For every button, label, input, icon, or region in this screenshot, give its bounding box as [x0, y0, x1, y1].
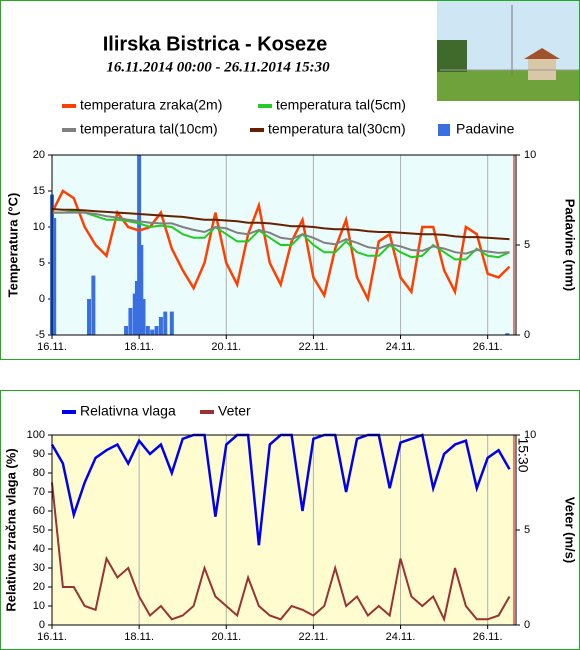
bar	[87, 299, 92, 335]
bar	[141, 299, 146, 335]
legend-label: Veter	[218, 403, 251, 419]
bar	[505, 333, 510, 335]
y-tick-label: -5	[35, 329, 45, 341]
y-tick-label: 5	[39, 257, 45, 269]
photo-house	[528, 58, 556, 80]
x-tick-label: 26.11.	[473, 631, 503, 643]
bar	[150, 329, 155, 335]
y2-tick-label: 5	[524, 524, 530, 536]
y-tick-label: 80	[33, 467, 45, 479]
legend-label: temperatura tal(5cm)	[276, 97, 406, 113]
x-tick-label: 16.11.	[37, 341, 67, 353]
y-tick-label: 0	[39, 619, 45, 631]
legend-swatch	[438, 124, 450, 136]
bar	[52, 218, 57, 335]
x-tick-label: 26.11.	[473, 341, 503, 353]
y2-tick-label: 5	[524, 239, 530, 251]
x-tick-label: 24.11.	[386, 341, 416, 353]
bar	[145, 326, 150, 335]
legend-label: temperatura tal(10cm)	[80, 121, 218, 137]
line	[50, 189, 511, 303]
y2-axis-title: Veter (m/s)	[563, 497, 578, 563]
y-tick-label: 20	[33, 149, 45, 161]
bar	[169, 311, 174, 335]
plot-border	[51, 434, 517, 626]
bar	[91, 275, 96, 335]
y-tick-label: 70	[33, 486, 45, 498]
y-tick-label: 0	[39, 293, 45, 305]
x-tick-label: 22.11.	[299, 631, 329, 643]
y-tick-label: 15	[33, 185, 45, 197]
y2-tick-label: 10	[524, 149, 536, 161]
y-tick-label: 40	[33, 543, 45, 555]
time-annotation: 15:30	[515, 437, 531, 472]
plot-border	[51, 154, 517, 336]
title: Ilirska Bistrica - Koseze	[103, 33, 328, 55]
y-tick-label: 30	[33, 562, 45, 574]
legend-label: Relativna vlaga	[80, 403, 176, 419]
y2-axis-title: Padavine (mm)	[563, 199, 578, 291]
y2-tick-label: 0	[524, 619, 530, 631]
legend-label: temperatura zraka(2m)	[80, 97, 222, 113]
y-tick-label: 60	[33, 505, 45, 517]
bar	[124, 326, 129, 335]
y2-tick-label: 0	[524, 329, 530, 341]
x-tick-label: 20.11.	[211, 631, 241, 643]
photo-roof	[524, 48, 560, 59]
x-tick-label: 16.11.	[37, 631, 67, 643]
bar	[163, 311, 168, 335]
bar	[134, 281, 139, 335]
x-tick-label: 24.11.	[386, 631, 416, 643]
legend-label: Padavine	[456, 121, 515, 137]
y-tick-label: 50	[33, 524, 45, 536]
bar	[158, 317, 163, 335]
bar	[139, 245, 144, 335]
y-axis-title: Relativna zračna vlaga (%)	[3, 448, 18, 611]
bar	[154, 326, 159, 335]
y-tick-label: 90	[33, 448, 45, 460]
y-tick-label: 10	[33, 221, 45, 233]
station-photo	[437, 1, 579, 101]
x-tick-label: 20.11.	[211, 341, 241, 353]
x-tick-label: 18.11.	[124, 341, 154, 353]
photo-grass	[437, 70, 579, 101]
plot-area	[52, 435, 516, 625]
y2-tick-label: 10	[524, 429, 536, 441]
line	[52, 210, 510, 261]
x-tick-label: 22.11.	[299, 341, 329, 353]
y-tick-label: 10	[33, 600, 45, 612]
x-tick-label: 18.11.	[124, 631, 154, 643]
subtitle: 16.11.2014 00:00 - 26.11.2014 15:30	[106, 59, 330, 75]
line	[52, 211, 510, 255]
legend-label: temperatura tal(30cm)	[268, 121, 406, 137]
bar	[132, 293, 137, 335]
bar	[137, 155, 142, 335]
line	[51, 208, 510, 241]
bar	[128, 308, 133, 335]
y-axis-title: Temperatura (°C)	[5, 193, 20, 298]
y-tick-label: 20	[33, 581, 45, 593]
y-tick-label: 100	[27, 429, 45, 441]
line	[51, 482, 511, 623]
photo-trees	[437, 40, 467, 72]
